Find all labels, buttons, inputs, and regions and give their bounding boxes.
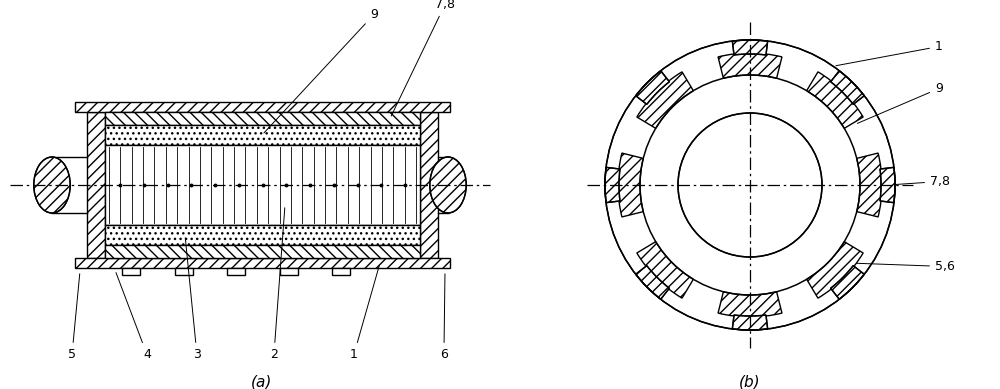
Wedge shape	[732, 315, 768, 330]
Text: 9: 9	[264, 8, 378, 133]
Bar	[105, 112, 420, 125]
Wedge shape	[636, 71, 669, 104]
Ellipse shape	[34, 157, 70, 213]
Text: 1: 1	[350, 266, 379, 361]
Wedge shape	[857, 153, 882, 217]
Wedge shape	[637, 242, 693, 298]
Text: 5: 5	[68, 274, 80, 361]
Text: 7,8: 7,8	[391, 0, 455, 116]
Text: 5,6: 5,6	[845, 260, 955, 273]
Wedge shape	[807, 242, 863, 298]
Text: (b): (b)	[739, 375, 761, 389]
Ellipse shape	[430, 157, 466, 213]
Bar	[105, 225, 420, 245]
Text: 6: 6	[440, 274, 448, 361]
Bar	[280, 268, 298, 275]
Wedge shape	[718, 292, 782, 317]
Wedge shape	[718, 53, 782, 78]
Wedge shape	[637, 72, 693, 128]
Bar	[105, 145, 420, 225]
Bar	[75, 102, 450, 112]
Bar	[122, 268, 140, 275]
Text: 7,8: 7,8	[891, 175, 950, 188]
Bar	[227, 268, 245, 275]
Text: 2: 2	[270, 208, 285, 361]
Text: 9: 9	[857, 82, 943, 123]
Circle shape	[605, 40, 895, 330]
Bar	[420, 112, 438, 258]
Wedge shape	[880, 167, 895, 203]
Text: 3: 3	[185, 238, 201, 361]
Wedge shape	[831, 266, 864, 299]
Bar	[105, 245, 420, 258]
Text: 4: 4	[116, 273, 151, 361]
Wedge shape	[831, 71, 864, 104]
Wedge shape	[636, 266, 669, 299]
Bar	[105, 125, 420, 145]
Bar	[175, 268, 193, 275]
Wedge shape	[605, 167, 620, 203]
Wedge shape	[807, 72, 863, 128]
Wedge shape	[618, 153, 643, 217]
Bar	[332, 268, 350, 275]
Text: 1: 1	[836, 40, 943, 66]
Wedge shape	[732, 40, 768, 55]
Text: (a): (a)	[251, 375, 273, 389]
Bar	[87, 112, 105, 258]
Bar	[75, 258, 450, 268]
Circle shape	[605, 40, 895, 330]
Circle shape	[678, 113, 822, 257]
